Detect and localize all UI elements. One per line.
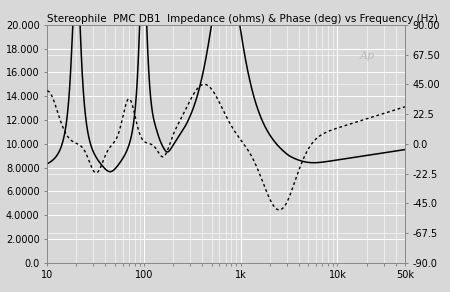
Text: Stereophile  PMC DB1  Impedance (ohms) & Phase (deg) vs Frequency (Hz): Stereophile PMC DB1 Impedance (ohms) & P… — [47, 14, 438, 24]
Text: Ap: Ap — [360, 51, 375, 61]
